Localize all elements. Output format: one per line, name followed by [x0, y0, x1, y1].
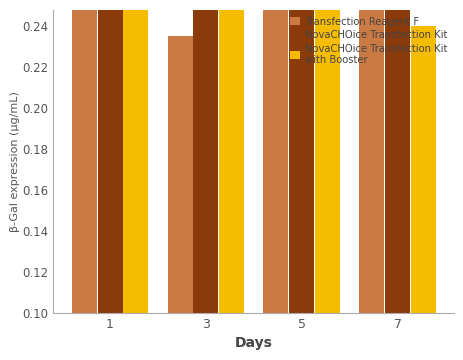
Bar — [167, 36, 192, 313]
Bar — [263, 0, 288, 313]
X-axis label: Days: Days — [234, 336, 272, 350]
Bar — [358, 0, 383, 313]
Bar — [219, 0, 244, 313]
Bar — [72, 0, 96, 313]
Bar — [410, 26, 435, 313]
Bar — [314, 0, 339, 313]
Y-axis label: β-Gal expression (μg/mL): β-Gal expression (μg/mL) — [10, 91, 20, 232]
Bar — [193, 0, 218, 313]
Bar — [289, 0, 313, 313]
Legend: Transfection Reagent F, NovaCHOice Transfection Kit, NovaCHOice Transfection Kit: Transfection Reagent F, NovaCHOice Trans… — [287, 15, 448, 67]
Bar — [123, 0, 148, 313]
Bar — [384, 0, 409, 313]
Bar — [97, 0, 122, 313]
